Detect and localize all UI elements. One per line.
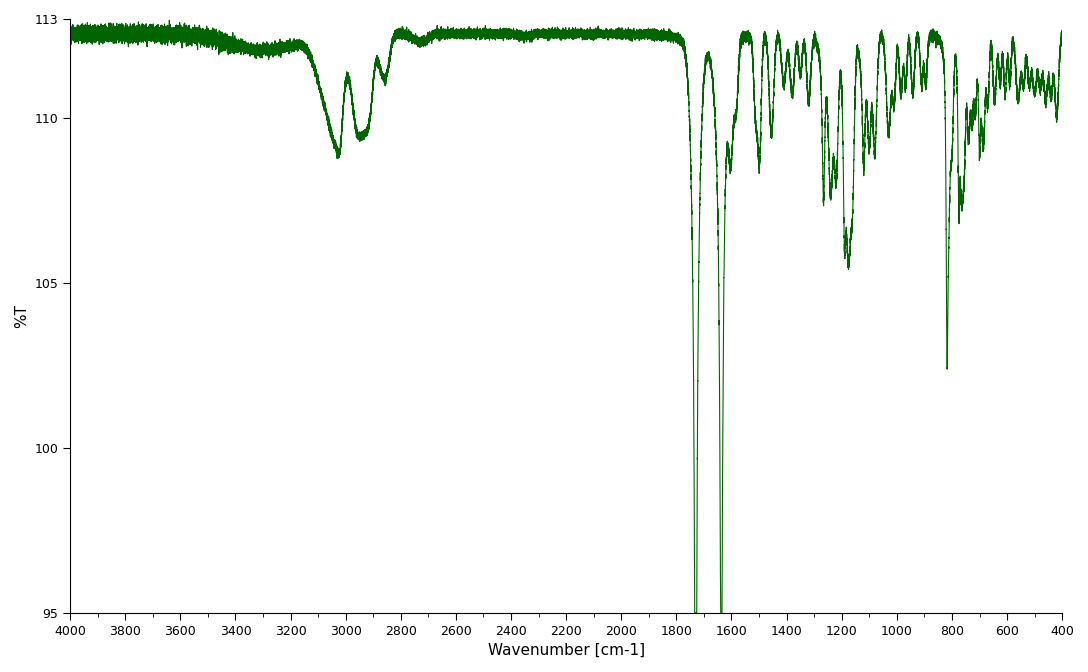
X-axis label: Wavenumber [cm-1]: Wavenumber [cm-1] xyxy=(487,643,645,658)
Y-axis label: %T: %T xyxy=(14,304,29,328)
